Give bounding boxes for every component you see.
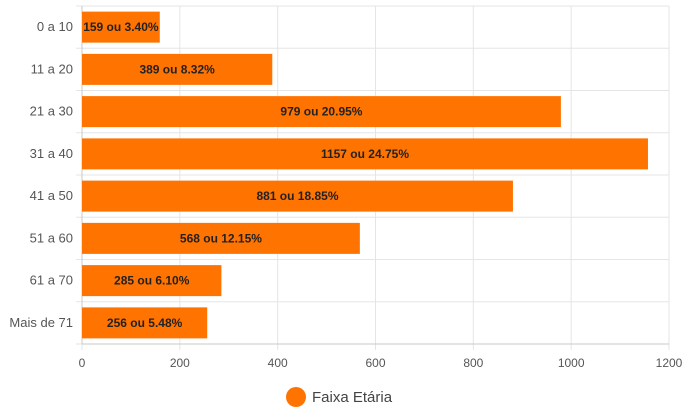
category-label: 31 a 40 [30,146,73,161]
x-tick-label: 800 [463,356,483,370]
data-label: 256 ou 5.48% [107,316,183,330]
legend-swatch [286,387,306,407]
x-tick-label: 1200 [656,356,683,370]
bar-0[interactable] [82,11,160,43]
data-label: 568 ou 12.15% [180,231,262,245]
bar-3[interactable] [82,138,648,170]
x-tick-label: 600 [365,356,385,370]
category-label: 0 a 10 [37,19,73,34]
category-label: 61 a 70 [30,273,73,288]
bar-4[interactable] [82,180,513,212]
bar-1[interactable] [82,53,273,85]
data-label: 159 ou 3.40% [83,20,159,34]
data-label: 881 ou 18.85% [256,189,338,203]
legend[interactable]: Faixa Etária [286,387,393,407]
bar-6[interactable] [82,265,222,297]
x-tick-label: 200 [170,356,190,370]
category-label: Mais de 71 [9,315,73,330]
x-tick-label: 400 [268,356,288,370]
data-label: 389 ou 8.32% [139,62,215,76]
category-label: 11 a 20 [31,61,73,76]
x-tick-label: 1000 [558,356,585,370]
data-label: 285 ou 6.10% [114,274,190,288]
data-label: 979 ou 20.95% [280,105,362,119]
labels: 0 a 10 159 ou 3.40% 11 a 20 389 ou 8.32% 21 … [9,19,409,330]
data-label: 1157 ou 24.75% [321,147,409,161]
legend-item[interactable]: Faixa Etária [286,387,393,407]
x-tick-label: 0 [79,356,86,370]
bar-7[interactable] [82,307,208,339]
category-label: 51 a 60 [30,230,73,245]
bars [82,11,648,339]
bar-5[interactable] [82,222,360,254]
legend-label: Faixa Etária [312,389,393,406]
grid-lines [76,5,670,350]
bar-2[interactable] [82,96,561,128]
category-label: 41 a 50 [30,188,73,203]
category-label: 21 a 30 [30,104,73,119]
